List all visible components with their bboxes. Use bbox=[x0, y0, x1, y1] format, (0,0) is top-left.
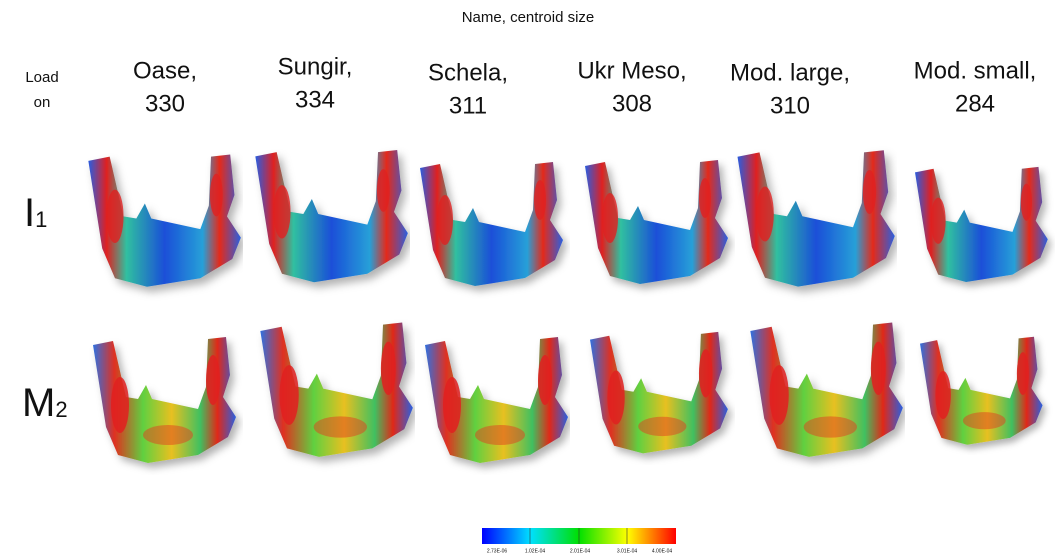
column-size: 311 bbox=[449, 92, 487, 119]
mandible-image bbox=[920, 337, 1043, 445]
column-name: Mod. small, bbox=[914, 57, 1037, 84]
row-labels: I1 M2 bbox=[22, 191, 68, 425]
colorbar-label: 1.02E-04 bbox=[525, 548, 546, 554]
figure-title: Name, centroid size bbox=[462, 9, 595, 26]
column-name: Oase, bbox=[133, 57, 197, 84]
colorbar-label: 2.01E-04 bbox=[570, 548, 591, 554]
column-size: 330 bbox=[145, 90, 185, 117]
colorbar: 2.73E-06 1.02E-04 2.01E-04 3.01E-04 4.00… bbox=[482, 528, 676, 554]
mandible-image bbox=[420, 162, 563, 286]
colorbar-label: 3.01E-04 bbox=[617, 548, 638, 554]
column-name: Sungir, bbox=[278, 53, 353, 80]
mandible-image bbox=[425, 337, 568, 463]
mandible-image bbox=[585, 160, 728, 284]
colorbar-label: 4.00E-04 bbox=[652, 548, 673, 554]
row-label: I1 bbox=[24, 191, 47, 235]
column-name: Mod. large, bbox=[730, 59, 850, 86]
mandible-image bbox=[260, 322, 413, 456]
mandible-image bbox=[738, 150, 895, 286]
column-size: 308 bbox=[612, 90, 652, 117]
row-header: Load bbox=[25, 69, 58, 86]
row-letter: M bbox=[22, 381, 55, 425]
colorbar-label: 2.73E-06 bbox=[487, 548, 508, 554]
column-headers: Oase, 330 Sungir, 334 Schela, 311 Ukr Me… bbox=[133, 53, 1036, 119]
column-size: 310 bbox=[770, 92, 810, 119]
mandible-image bbox=[88, 154, 241, 286]
row-label: M2 bbox=[22, 381, 68, 425]
mandible-image bbox=[915, 167, 1048, 282]
column-size: 334 bbox=[295, 86, 335, 113]
mandible-image bbox=[255, 150, 408, 282]
column-size: 284 bbox=[955, 90, 995, 117]
column-name: Schela, bbox=[428, 59, 508, 86]
row-letter: I bbox=[24, 191, 35, 235]
column-name: Ukr Meso, bbox=[577, 57, 686, 84]
mandible-image bbox=[750, 322, 903, 456]
mandible-image bbox=[590, 332, 728, 454]
row-subscript: 2 bbox=[55, 397, 67, 422]
mandible-image bbox=[93, 337, 236, 463]
mandible-images bbox=[88, 150, 1047, 463]
row-subscript: 1 bbox=[35, 207, 47, 232]
row-header: on bbox=[34, 94, 51, 111]
